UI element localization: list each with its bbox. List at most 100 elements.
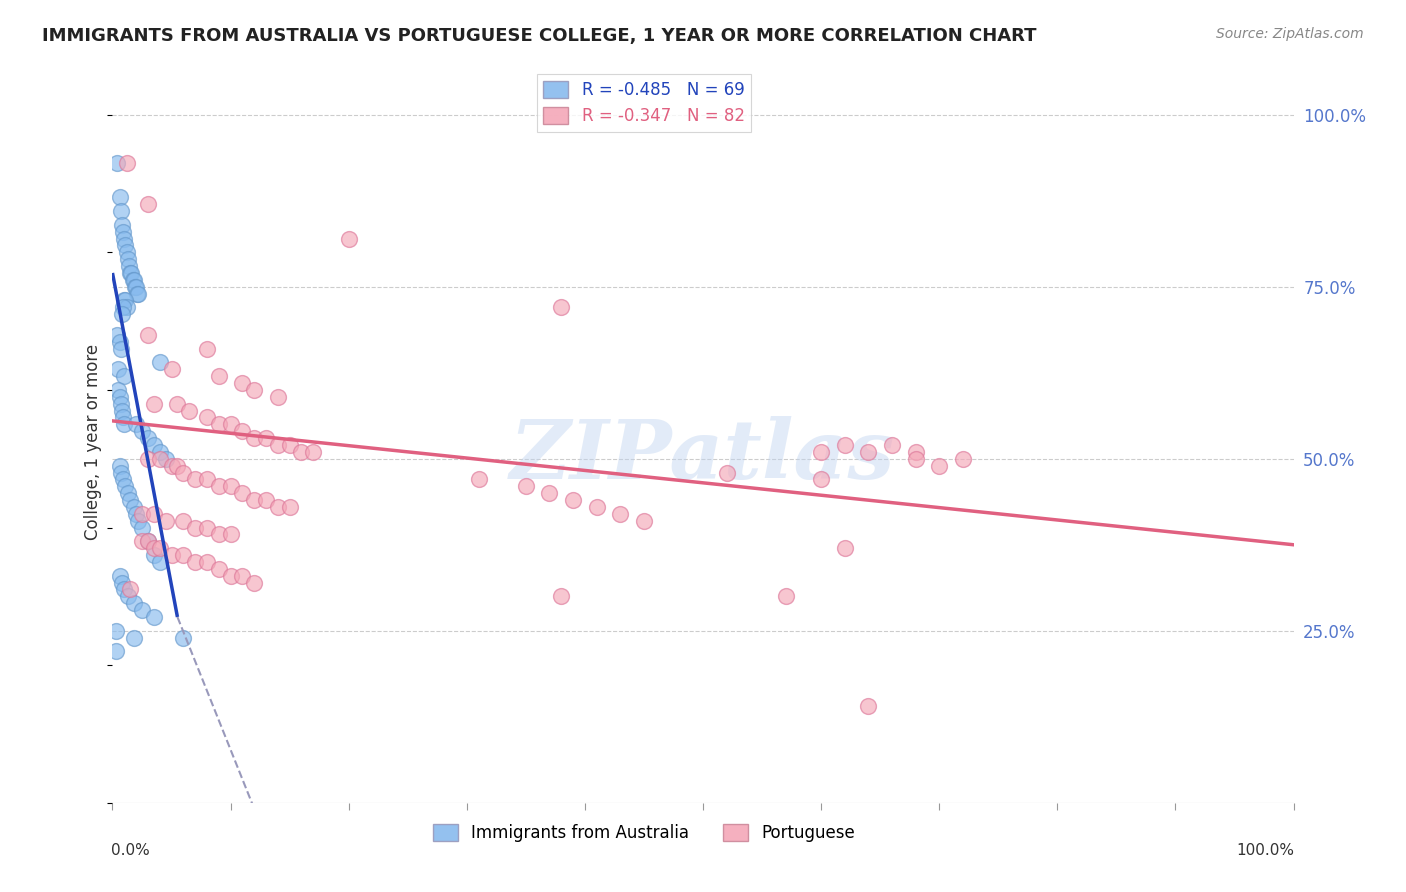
Point <box>131 534 153 549</box>
Point <box>231 486 253 500</box>
Point <box>278 500 301 514</box>
Point <box>142 397 165 411</box>
Point <box>208 527 231 541</box>
Point <box>117 252 139 267</box>
Point <box>114 293 136 308</box>
Point <box>131 424 153 438</box>
Point <box>254 431 277 445</box>
Point <box>142 507 165 521</box>
Point <box>136 534 159 549</box>
Point <box>125 279 148 293</box>
Point <box>110 204 132 219</box>
Point <box>115 156 138 170</box>
Point <box>904 445 927 459</box>
Point <box>834 541 856 556</box>
Point <box>112 231 135 245</box>
Point <box>111 218 134 232</box>
Point <box>562 493 585 508</box>
Point <box>231 424 253 438</box>
Point <box>142 548 165 562</box>
Y-axis label: College, 1 year or more: College, 1 year or more <box>84 343 103 540</box>
Point <box>633 514 655 528</box>
Point <box>115 301 138 315</box>
Point <box>195 555 218 569</box>
Point <box>142 438 165 452</box>
Point <box>231 376 253 390</box>
Point <box>858 699 880 714</box>
Point <box>904 451 927 466</box>
Point <box>208 562 231 576</box>
Point <box>108 458 131 473</box>
Point <box>858 445 880 459</box>
Point <box>111 575 134 590</box>
Point <box>195 472 218 486</box>
Point <box>136 534 159 549</box>
Point <box>166 397 188 411</box>
Point <box>550 590 572 604</box>
Point <box>219 568 242 582</box>
Point <box>467 472 489 486</box>
Point <box>136 327 159 342</box>
Point <box>112 293 135 308</box>
Point <box>122 596 145 610</box>
Point <box>122 273 145 287</box>
Point <box>290 445 312 459</box>
Point <box>110 466 132 480</box>
Point <box>172 631 194 645</box>
Point <box>136 197 159 211</box>
Point <box>337 231 360 245</box>
Point <box>267 438 290 452</box>
Point <box>208 479 231 493</box>
Point <box>550 301 572 315</box>
Point <box>114 238 136 252</box>
Point <box>127 286 149 301</box>
Point <box>125 507 148 521</box>
Point <box>243 383 266 397</box>
Point <box>195 342 218 356</box>
Point <box>142 541 165 556</box>
Point <box>585 500 607 514</box>
Point <box>538 486 561 500</box>
Point <box>117 486 139 500</box>
Point <box>105 327 128 342</box>
Point <box>160 362 183 376</box>
Point <box>115 245 138 260</box>
Point <box>208 369 231 384</box>
Point <box>302 445 325 459</box>
Point <box>155 451 177 466</box>
Point <box>267 500 290 514</box>
Point <box>952 451 974 466</box>
Point <box>149 445 172 459</box>
Point <box>112 225 135 239</box>
Point <box>208 417 231 432</box>
Point <box>122 631 145 645</box>
Point <box>120 266 142 280</box>
Point <box>609 507 631 521</box>
Point <box>107 383 129 397</box>
Point <box>515 479 537 493</box>
Point <box>114 479 136 493</box>
Point <box>928 458 950 473</box>
Point <box>122 500 145 514</box>
Point <box>880 438 903 452</box>
Point <box>136 431 159 445</box>
Point <box>219 527 242 541</box>
Point <box>810 445 832 459</box>
Point <box>160 458 183 473</box>
Text: 100.0%: 100.0% <box>1237 843 1295 857</box>
Point <box>121 273 143 287</box>
Point <box>112 582 135 597</box>
Point <box>110 342 132 356</box>
Point <box>219 479 242 493</box>
Point <box>124 279 146 293</box>
Point <box>120 493 142 508</box>
Text: Source: ZipAtlas.com: Source: ZipAtlas.com <box>1216 27 1364 41</box>
Point <box>127 286 149 301</box>
Point <box>105 156 128 170</box>
Point <box>112 410 135 425</box>
Point <box>810 472 832 486</box>
Point <box>184 472 207 486</box>
Point <box>107 362 129 376</box>
Point <box>219 417 242 432</box>
Point <box>112 472 135 486</box>
